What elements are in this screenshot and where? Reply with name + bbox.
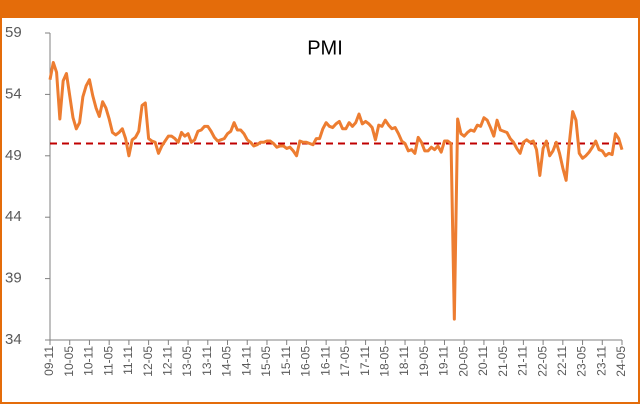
x-tick-label: 24-05 bbox=[614, 346, 628, 377]
x-tick-label: 18-11 bbox=[397, 346, 411, 376]
y-tick-label: 34 bbox=[5, 331, 22, 348]
x-tick-label: 19-05 bbox=[417, 346, 431, 377]
x-tick-label: 16-05 bbox=[299, 346, 313, 377]
x-tick-label: 19-11 bbox=[437, 346, 451, 376]
x-tick-label: 23-05 bbox=[575, 346, 589, 377]
y-tick-label: 44 bbox=[5, 208, 22, 225]
x-tick-label: 11-11 bbox=[121, 346, 135, 375]
x-tick-label: 15-11 bbox=[279, 346, 293, 376]
x-tick-label: 23-11 bbox=[594, 346, 608, 376]
x-tick-label: 09-11 bbox=[42, 346, 56, 376]
x-tick-label: 12-11 bbox=[161, 346, 175, 376]
y-tick-label: 54 bbox=[5, 85, 22, 102]
x-tick-label: 20-11 bbox=[476, 346, 490, 376]
data-line bbox=[48, 60, 624, 321]
x-tick-label: 17-05 bbox=[338, 346, 352, 377]
chart-title: PMI bbox=[307, 37, 343, 59]
x-tick-label: 15-05 bbox=[259, 346, 273, 377]
x-tick-label: 10-11 bbox=[82, 346, 96, 376]
x-tick-label: 21-11 bbox=[516, 346, 530, 376]
x-tick-label: 10-05 bbox=[62, 346, 76, 377]
header-bar bbox=[0, 0, 640, 18]
x-tick-label: 13-11 bbox=[200, 346, 214, 376]
x-tick-label: 16-11 bbox=[318, 346, 332, 376]
x-tick-label: 22-05 bbox=[535, 346, 549, 377]
x-tick-label: 14-05 bbox=[220, 346, 234, 377]
x-tick-label: 21-05 bbox=[496, 346, 510, 377]
x-tick-label: 12-05 bbox=[141, 346, 155, 377]
x-tick-label: 13-05 bbox=[180, 346, 194, 377]
x-tick-label: 17-11 bbox=[358, 346, 372, 376]
x-tick-label: 14-11 bbox=[239, 346, 253, 376]
y-tick-label: 39 bbox=[5, 270, 22, 287]
x-tick-label: 11-05 bbox=[101, 346, 115, 376]
x-tick-label: 18-05 bbox=[377, 346, 391, 377]
y-tick-label: 59 bbox=[5, 24, 22, 41]
x-tick-label: 22-11 bbox=[555, 346, 569, 376]
x-tick-label: 20-05 bbox=[456, 346, 470, 377]
y-tick-label: 49 bbox=[5, 147, 22, 164]
